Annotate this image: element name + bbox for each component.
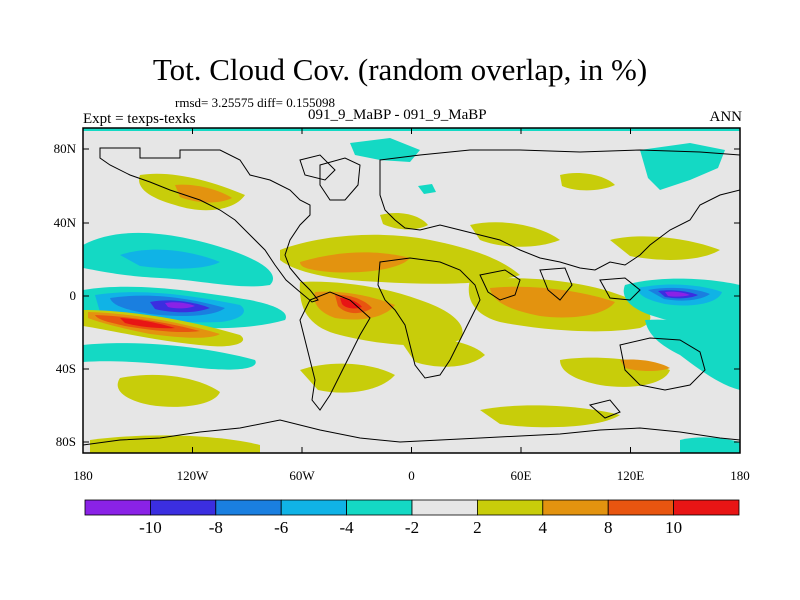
- lon-tick-label: 180: [730, 468, 750, 483]
- colorbar-label: -2: [405, 518, 419, 537]
- coastlines: [83, 147, 740, 453]
- colorbar: -10 -8 -6 -4 -2 2 4 8 10: [84, 499, 740, 537]
- map-panel: [83, 128, 740, 453]
- lat-tick-label: 0: [70, 288, 77, 303]
- colorbar-swatch: [215, 499, 282, 516]
- anomaly-fields: [83, 128, 740, 453]
- experiment-label: Expt = texps-texks: [83, 111, 196, 127]
- colorbar-label: -4: [340, 518, 355, 537]
- colorbar-label: 4: [539, 518, 548, 537]
- colorbar-swatch: [280, 499, 348, 516]
- map-title: Tot. Cloud Cov. (random overlap, in %): [152, 52, 648, 87]
- lon-tick-label: 60E: [511, 468, 532, 483]
- colorbar-swatch: [607, 499, 675, 516]
- lon-tick-label: 120W: [177, 468, 210, 483]
- lat-tick-label: 80S: [56, 434, 76, 449]
- colorbar-swatch: [84, 499, 151, 516]
- lat-tick-label: 40N: [54, 215, 77, 230]
- colorbar-swatch: [149, 499, 217, 516]
- colorbar-swatch: [673, 499, 740, 516]
- colorbar-swatch: [346, 499, 413, 516]
- lat-axis: 80N 40N 0 40S 80S: [54, 141, 740, 449]
- stats-text: rmsd= 3.25575 diff= 0.155098: [175, 95, 335, 110]
- colorbar-label: 2: [473, 518, 482, 537]
- lon-tick-label: 0: [408, 468, 415, 483]
- lon-tick-label: 120E: [617, 468, 645, 483]
- lat-tick-label: 40S: [56, 361, 76, 376]
- season-label: ANN: [709, 109, 743, 125]
- lon-tick-label: 60W: [289, 468, 315, 483]
- colorbar-label: 8: [604, 518, 613, 537]
- colorbar-label: -6: [274, 518, 288, 537]
- cases-label: 091_9_MaBP - 091_9_MaBP: [308, 107, 487, 123]
- colorbar-label: -8: [209, 518, 223, 537]
- lon-axis: 180 120W 60W 0 60E 120E 180: [73, 128, 750, 483]
- colorbar-swatch: [542, 499, 609, 516]
- lon-tick-label: 180: [73, 468, 93, 483]
- colorbar-swatch: [411, 499, 478, 516]
- colorbar-swatch: [476, 499, 544, 516]
- lat-tick-label: 80N: [54, 141, 77, 156]
- colorbar-label: 10: [665, 518, 682, 537]
- colorbar-label: -10: [139, 518, 162, 537]
